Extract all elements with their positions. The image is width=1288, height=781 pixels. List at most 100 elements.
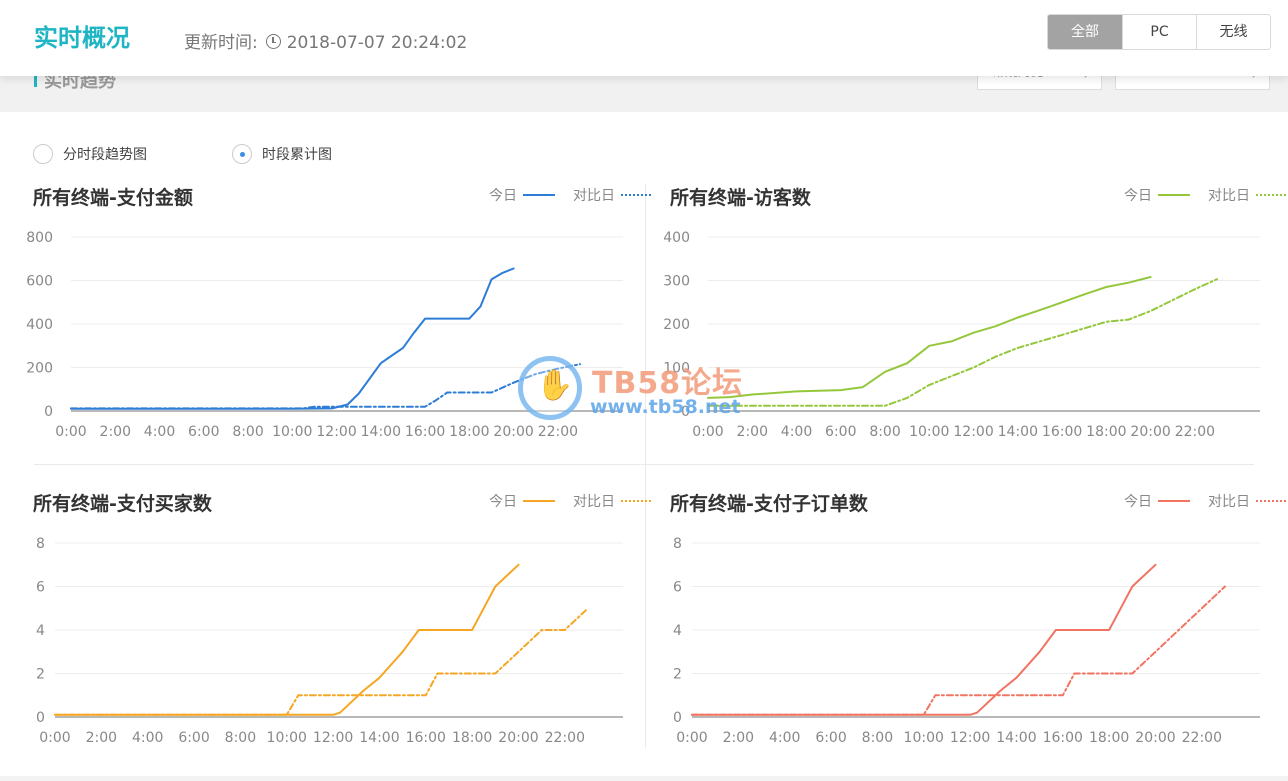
section-title: 实时趋势 [34,67,116,93]
watermark-title: TB58论坛 [592,366,744,401]
y-tick-label: 300 [663,274,690,290]
hand-icon: ✋ [536,368,574,403]
chart-plot: 0 2 4 6 8 0:00 2:00 4:00 6:00 8:00 10:00 12:00 14:00… [673,536,1260,746]
tab-all[interactable]: 全部 [1048,15,1122,49]
x-tick-label: 20:00 [1130,424,1170,440]
legend-line-dotted [1256,500,1288,502]
update-time-label: 更新时间: [184,33,258,53]
x-tick-label: 14:00 [996,730,1036,746]
watermark-logo: ✋ TB58论坛 www.tb58.net [518,356,768,426]
y-tick-label: 2 [36,667,45,683]
chart-plot: 0 100 200 300 400 0:00 2:00 4:00 6:00 8:00 10:00 12… [663,230,1260,440]
x-tick-label: 4:00 [144,424,175,440]
x-tick-label: 22:00 [538,424,578,440]
x-tick-label: 10:00 [904,730,944,746]
x-tick-label: 8:00 [225,730,256,746]
legend-line-dotted [621,194,653,196]
x-tick-label: 10:00 [909,424,949,440]
chart-title: 所有终端-支付金额 [33,187,193,209]
legend-label: 对比日 [573,188,615,204]
x-tick-label: 16:00 [405,424,445,440]
legend-label: 今日 [489,188,517,204]
x-tick-label: 4:00 [132,730,163,746]
x-tick-label: 18:00 [449,424,489,440]
chart-title: 所有终端-支付买家数 [33,493,212,515]
chart-plot: 0 2 4 6 8 0:00 2:00 4:00 6:00 8:00 10:00 12:00 14:00… [36,536,623,746]
legend-label: 今日 [489,494,517,510]
y-tick-label: 400 [663,230,690,246]
x-tick-label: 22:00 [1182,730,1222,746]
x-tick-label: 14:00 [361,424,401,440]
x-tick-label: 4:00 [769,730,800,746]
chart-legend: 今日 对比日 [471,185,653,205]
y-tick-label: 8 [673,536,682,552]
x-tick-label: 12:00 [316,424,356,440]
legend-line-dotted [1256,194,1288,196]
x-tick-label: 6:00 [188,424,219,440]
x-tick-label: 8:00 [232,424,263,440]
tab-pc[interactable]: PC [1122,15,1196,49]
chart-plot: 0 200 400 600 800 0:00 2:00 4:00 6:00 8:00 10:00 12… [26,230,623,440]
x-tick-label: 8:00 [869,424,900,440]
legend-today[interactable]: 今日 [1124,491,1190,511]
x-tick-label: 2:00 [86,730,117,746]
section-header: 实时趋势 常规对比 ▼ 2018-07-06 ▼ [0,66,1288,112]
legend-compare[interactable]: 对比日 [1208,185,1288,205]
y-tick-label: 2 [673,667,682,683]
y-tick-label: 0 [44,404,53,420]
y-tick-label: 200 [663,317,690,333]
x-tick-label: 0:00 [55,424,86,440]
y-tick-label: 100 [663,361,690,377]
radio-hourly-trend[interactable]: 分时段趋势图 [33,144,147,164]
x-tick-label: 22:00 [1175,424,1215,440]
legend-line-solid [523,500,555,502]
x-tick-label: 12:00 [953,424,993,440]
legend-compare[interactable]: 对比日 [573,491,653,511]
legend-line-solid [1158,194,1190,196]
top-header: 实时概况 更新时间: 2018-07-07 20:24:02 全部 PC 无线 [0,0,1288,76]
x-tick-label: 10:00 [272,424,312,440]
x-tick-label: 18:00 [1086,424,1126,440]
legend-label: 今日 [1124,188,1152,204]
legend-compare[interactable]: 对比日 [573,185,653,205]
radio-button[interactable] [33,144,53,164]
tab-wireless[interactable]: 无线 [1196,15,1270,49]
x-tick-label: 20:00 [1135,730,1175,746]
page-title: 实时概况 [34,24,130,52]
legend-line-dotted [621,500,653,502]
y-tick-label: 200 [26,361,53,377]
legend-line-solid [523,194,555,196]
legend-line-solid [1158,500,1190,502]
chart-panel-payment-amount: 所有终端-支付金额 今日 对比日 0 200 400 600 800 0:00 2:00 4:… [26,183,653,463]
x-tick-label: 0:00 [692,424,723,440]
chart-panel-sub-orders: 所有终端-支付子订单数 今日 对比日 0 2 4 6 8 0:00 2:00 4:00 6:00… [670,489,1288,769]
y-tick-label: 0 [36,710,45,726]
legend-compare[interactable]: 对比日 [1208,491,1288,511]
radio-cumulative[interactable]: 时段累计图 [232,144,332,164]
chart-legend: 今日 对比日 [1106,491,1288,511]
y-tick-label: 400 [26,317,53,333]
x-tick-label: 8:00 [862,730,893,746]
y-tick-label: 600 [26,274,53,290]
y-tick-label: 0 [673,710,682,726]
panel-divider-vertical [645,184,646,748]
x-tick-label: 6:00 [825,424,856,440]
x-tick-label: 16:00 [1043,730,1083,746]
clock-icon [265,34,281,49]
x-tick-label: 14:00 [359,730,399,746]
radio-button-selected[interactable] [232,144,252,164]
y-tick-label: 4 [673,623,682,639]
legend-today[interactable]: 今日 [489,491,555,511]
x-tick-label: 12:00 [950,730,990,746]
legend-today[interactable]: 今日 [1124,185,1190,205]
legend-label: 今日 [1124,494,1152,510]
chart-legend: 今日 对比日 [1106,185,1288,205]
x-tick-label: 4:00 [781,424,812,440]
y-tick-label: 4 [36,623,45,639]
legend-today[interactable]: 今日 [489,185,555,205]
chart-panel-buyers: 所有终端-支付买家数 今日 对比日 0 2 4 6 8 0:00 2:00 4:00 6:00 8… [33,489,653,769]
x-tick-label: 2:00 [100,424,131,440]
panel-divider-horizontal [34,464,1254,465]
x-tick-label: 20:00 [498,730,538,746]
